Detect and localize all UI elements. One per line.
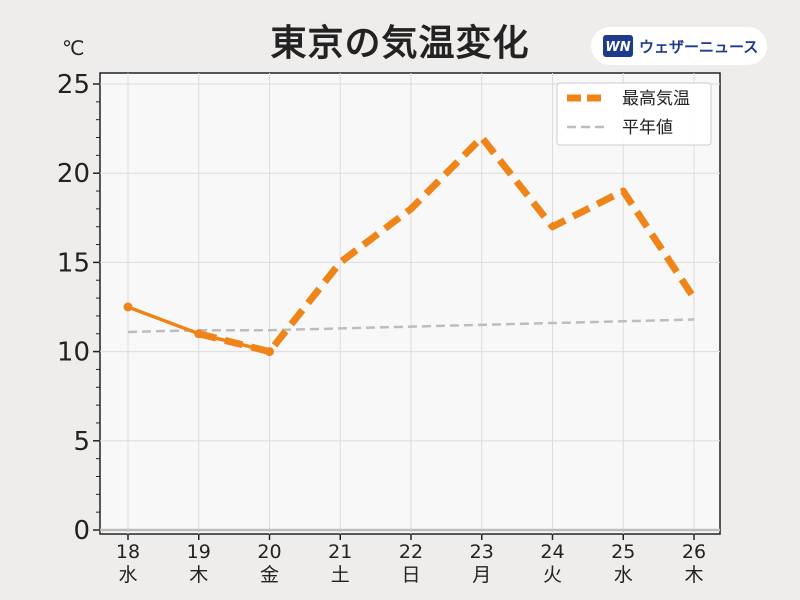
y-tick-label: 10 (57, 338, 90, 368)
series-point-max-temp-observed (123, 302, 133, 312)
x-tick-label-day: 23 (470, 541, 494, 563)
x-tick-label-day: 25 (611, 541, 635, 563)
wn-logo-icon: WN (603, 35, 633, 57)
y-tick-label: 15 (57, 248, 90, 278)
x-tick-label-weekday: 土 (331, 564, 350, 586)
brand-name: ウェザーニュース (639, 37, 759, 56)
x-tick-label-weekday: 木 (189, 564, 208, 586)
legend-label-normal: 平年値 (622, 118, 673, 138)
chart-title: 東京の気温変化 (270, 23, 530, 64)
x-tick-label-weekday: 日 (401, 564, 420, 586)
y-tick-label: 0 (73, 516, 90, 546)
y-axis-unit-label: ℃ (62, 36, 85, 60)
y-tick-label: 25 (57, 70, 90, 100)
x-tick-label-day: 20 (257, 541, 281, 563)
series-point-max-temp-observed (194, 329, 204, 339)
brand-badge[interactable]: WN ウェザーニュース (591, 27, 767, 65)
x-tick-label-weekday: 木 (684, 564, 703, 586)
y-tick-label: 20 (57, 159, 90, 189)
legend: 最高気温 平年値 (556, 82, 712, 146)
x-tick-label-weekday: 金 (260, 564, 279, 586)
x-tick-label-day: 21 (328, 541, 352, 563)
svg-text:WN: WN (605, 40, 630, 55)
x-tick-label-day: 24 (540, 541, 564, 563)
x-tick-label-day: 18 (116, 541, 140, 563)
x-tick-label-weekday: 火 (543, 564, 562, 586)
series-layer (123, 134, 697, 357)
x-tick-label-weekday: 水 (614, 564, 633, 586)
plot-area (99, 72, 721, 535)
x-tick-label-day: 19 (187, 541, 211, 563)
x-tick-label-day: 26 (682, 541, 706, 563)
y-tick-label: 5 (73, 427, 90, 457)
legend-label-max-temp: 最高気温 (622, 89, 690, 109)
series-point-max-temp-observed (265, 347, 274, 357)
series-line-normal (127, 318, 695, 334)
x-tick-label-weekday: 水 (118, 564, 137, 586)
x-tick-label-day: 22 (399, 541, 423, 563)
x-tick-label-weekday: 月 (472, 564, 491, 586)
series-line-max-temp-forecast (197, 134, 697, 356)
